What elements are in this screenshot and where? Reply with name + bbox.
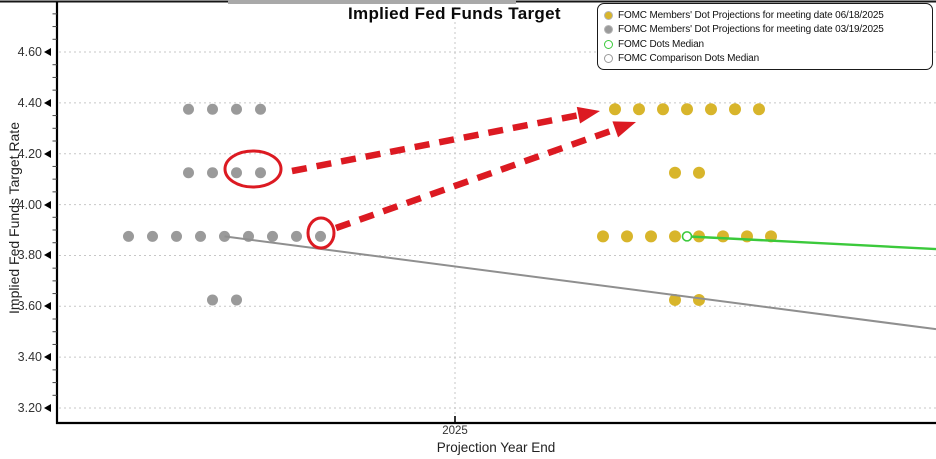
fomc-dot-june (609, 103, 621, 116)
y-tick-text: 4.00 (17, 198, 42, 212)
fomc-dot-june (657, 103, 669, 116)
fomc-dot-march (231, 294, 242, 306)
fomc-dot-june (693, 293, 705, 306)
chart-legend: FOMC Members' Dot Projections for meetin… (597, 3, 933, 70)
fomc-dot-march (231, 167, 242, 179)
median-circle-legend-icon (604, 39, 613, 49)
legend-label: FOMC Members' Dot Projections for meetin… (618, 24, 884, 36)
legend-item-june-projections[interactable]: FOMC Members' Dot Projections for meetin… (604, 8, 926, 23)
y-tick-text: 3.60 (17, 299, 42, 313)
tick-arrow-icon (44, 150, 51, 158)
fomc-dot-march (183, 103, 194, 115)
fomc-dot-june (693, 166, 705, 179)
annotation-ellipse (306, 216, 336, 250)
fomc-dot-march (147, 230, 158, 242)
fomc-dot-march (291, 230, 302, 242)
x-axis-title: Projection Year End (436, 440, 556, 455)
annotation-arrow-head (612, 121, 636, 138)
y-tick-label: 3.40 (5, 349, 51, 365)
y-tick-text: 3.80 (17, 248, 42, 262)
fomc-dot-march (171, 230, 182, 242)
fomc-dot-march (207, 103, 218, 115)
annotation-arrow-shaft (291, 111, 583, 175)
fomc-dot-june (597, 230, 609, 243)
chart-title: Implied Fed Funds Target (348, 4, 561, 23)
legend-item-march-projections[interactable]: FOMC Members' Dot Projections for meetin… (604, 23, 926, 38)
y-tick-label: 3.60 (5, 298, 51, 314)
fomc-dot-march (183, 167, 194, 179)
legend-label: FOMC Dots Median (618, 38, 704, 50)
median-trend-line-june (686, 235, 936, 251)
march-dot-legend-icon (604, 25, 613, 35)
fomc-dot-june (705, 103, 717, 116)
june-dot-legend-icon (604, 10, 613, 20)
tick-arrow-icon (44, 404, 51, 412)
legend-label: FOMC Members' Dot Projections for meetin… (618, 9, 884, 21)
y-tick-label: 4.40 (5, 95, 51, 111)
fomc-dot-march (195, 230, 206, 242)
annotation-arrow-shaft (334, 124, 621, 232)
fomc-median-marker (681, 231, 693, 242)
tick-arrow-icon (44, 251, 51, 259)
tick-arrow-icon (44, 302, 51, 310)
comparison-median-circle-legend-icon (604, 54, 613, 64)
tick-arrow-icon (44, 201, 51, 209)
y-tick-text: 3.20 (17, 401, 42, 415)
fomc-dot-june (681, 103, 693, 116)
y-tick-text: 3.40 (17, 350, 42, 364)
y-tick-text: 4.60 (17, 45, 42, 59)
fomc-dot-june (669, 166, 681, 179)
tick-arrow-icon (44, 353, 51, 361)
fomc-dot-march (255, 167, 266, 179)
y-tick-text: 4.20 (17, 147, 42, 161)
median-trend-line-march (224, 235, 936, 331)
fomc-dot-march (123, 230, 134, 242)
x-tick-label: 2025 (442, 425, 468, 437)
fomc-dot-march (267, 230, 278, 242)
legend-item-dots-median[interactable]: FOMC Dots Median (604, 37, 926, 52)
fomc-dot-march (255, 103, 266, 115)
y-tick-label: 3.20 (5, 400, 51, 416)
y-tick-label: 4.20 (5, 146, 51, 162)
legend-label: FOMC Comparison Dots Median (618, 53, 759, 65)
fomc-dot-june (669, 230, 681, 243)
y-tick-label: 4.60 (5, 44, 51, 60)
fomc-dot-june (753, 103, 765, 116)
fomc-dot-march (207, 294, 218, 306)
tick-arrow-icon (44, 48, 51, 56)
fomc-dot-march (315, 230, 326, 242)
top-edge-artifact (228, 0, 516, 4)
fomc-dot-june (669, 293, 681, 306)
annotation-arrow-head (576, 106, 600, 124)
fomc-dot-march (207, 167, 218, 179)
fomc-dot-june (729, 103, 741, 116)
fomc-dot-june (645, 230, 657, 243)
tick-arrow-icon (44, 99, 51, 107)
fomc-dot-june (621, 230, 633, 243)
y-tick-label: 4.00 (5, 197, 51, 213)
fomc-dot-march (231, 103, 242, 115)
annotation-ellipse (223, 149, 283, 189)
fomc-dot-june (717, 230, 729, 243)
legend-item-comparison-median[interactable]: FOMC Comparison Dots Median (604, 52, 926, 67)
y-tick-label: 3.80 (5, 247, 51, 263)
fomc-dot-june (633, 103, 645, 116)
y-tick-text: 4.40 (17, 96, 42, 110)
